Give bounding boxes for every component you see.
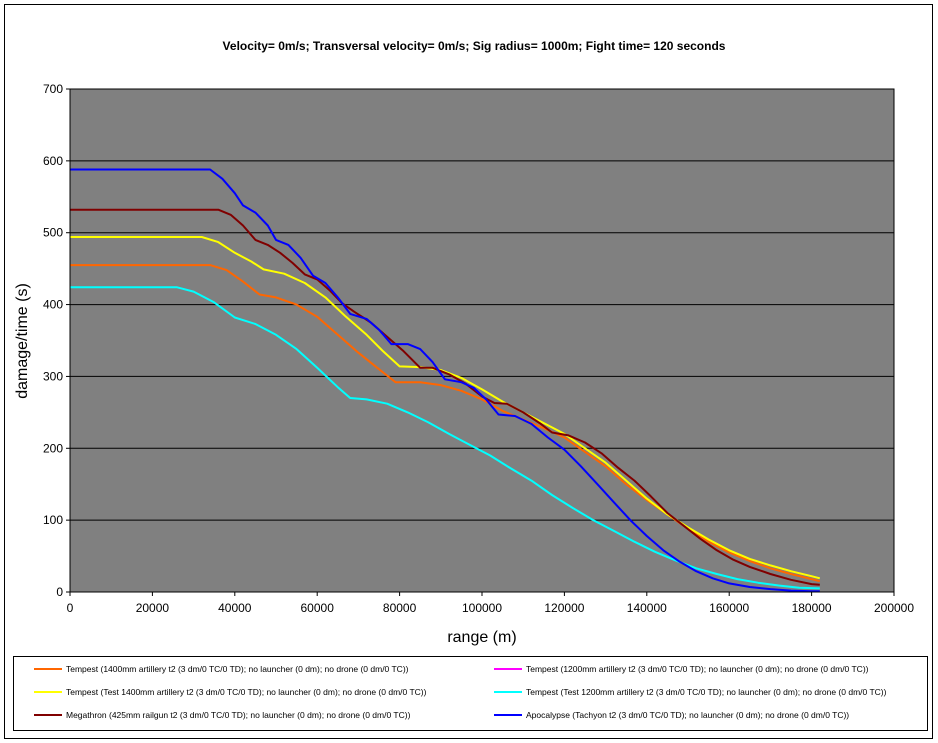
x-tick-label: 180000 [792,601,832,615]
legend-label: Apocalypse (Tachyon t2 (3 dm/0 TC/0 TD);… [526,710,850,720]
x-tick-label: 20000 [136,601,170,615]
gridlines [70,160,894,521]
x-tick-label: 40000 [218,601,252,615]
legend-item: Apocalypse (Tachyon t2 (3 dm/0 TC/0 TD);… [494,707,849,723]
legend-swatch [34,714,62,716]
x-tick-label: 0 [67,601,74,615]
x-axis-title: range (m) [447,629,516,646]
legend-swatch [494,714,522,716]
legend-swatch [494,691,522,693]
series-line-3 [70,286,820,590]
legend-item: Tempest (Test 1400mm artillery t2 (3 dm/… [34,684,426,700]
legend-label: Megathron (425mm railgun t2 (3 dm/0 TC/0… [66,710,411,720]
legend-swatch [494,668,522,670]
legend-item: Tempest (1400mm artillery t2 (3 dm/0 TC/… [34,661,409,677]
legend-label: Tempest (Test 1200mm artillery t2 (3 dm/… [526,687,887,697]
series-line-4 [70,208,820,586]
x-tick-label: 120000 [544,601,584,615]
y-tick-label: 100 [43,513,63,527]
y-tick-label: 200 [43,441,63,455]
legend-item: Megathron (425mm railgun t2 (3 dm/0 TC/0… [34,707,410,723]
legend-label: Tempest (1400mm artillery t2 (3 dm/0 TC/… [66,664,409,674]
y-tick-label: 300 [43,369,63,383]
legend: Tempest (1400mm artillery t2 (3 dm/0 TC/… [13,656,928,731]
y-tick-label: 600 [43,154,63,168]
axes [66,88,895,596]
tick-labels: 0 100 200 300 400 500 600 700 0 20000 40000 60000 80… [43,82,914,615]
x-tick-label: 200000 [874,601,914,615]
legend-label: Tempest (Test 1400mm artillery t2 (3 dm/… [66,687,427,697]
series-line-0 [70,264,821,583]
x-tick-label: 160000 [709,601,749,615]
y-tick-label: 0 [56,585,63,599]
x-tick-label: 60000 [301,601,335,615]
y-tick-label: 500 [43,226,63,240]
x-tick-label: 100000 [462,601,502,615]
series-line-5 [70,168,820,593]
chart-title: Velocity= 0m/s; Transversal velocity= 0m… [223,39,726,53]
plot-area [69,88,895,593]
series-line-2 [70,236,821,580]
x-tick-label: 80000 [383,601,417,615]
legend-swatch [34,691,62,693]
y-tick-label: 700 [43,82,63,96]
legend-item: Tempest (1200mm artillery t2 (3 dm/0 TC/… [494,661,869,677]
legend-swatch [34,668,62,670]
series-lines [70,168,821,593]
y-axis-title: damage/time (s) [14,283,31,399]
x-tick-label: 140000 [627,601,667,615]
y-tick-label: 400 [43,298,63,312]
legend-label: Tempest (1200mm artillery t2 (3 dm/0 TC/… [526,664,869,674]
legend-item: Tempest (Test 1200mm artillery t2 (3 dm/… [494,684,886,700]
